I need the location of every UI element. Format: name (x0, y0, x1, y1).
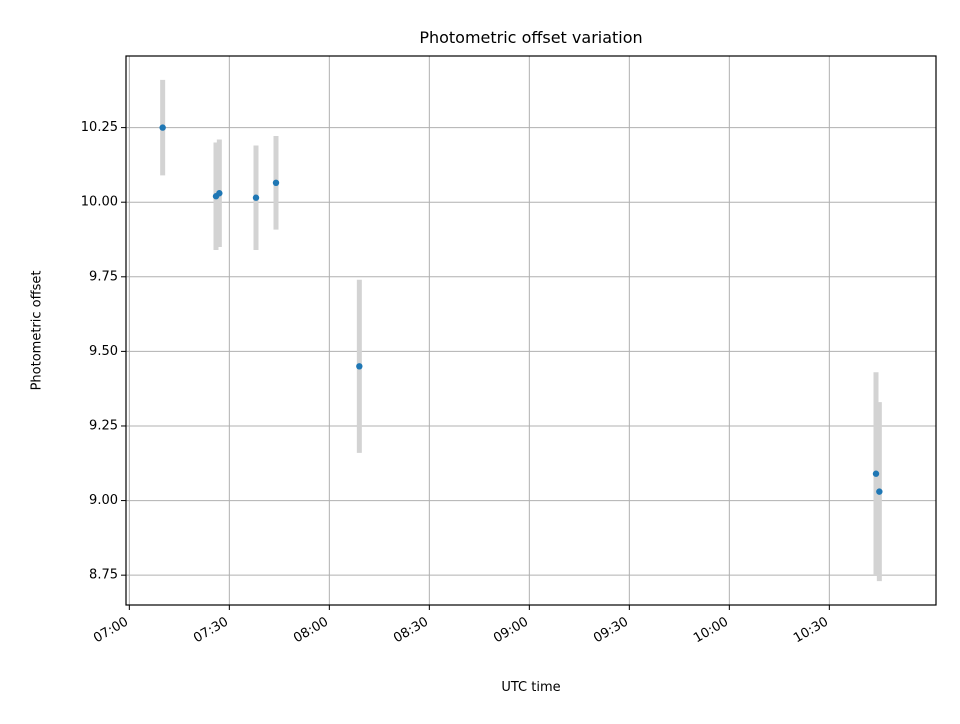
x-tick-label: 09:30 (591, 615, 631, 647)
x-tick-label: 08:30 (391, 615, 431, 647)
data-point (159, 124, 166, 131)
tick-layer: 07:00 07:30 08:00 08:30 09:00 09:30 10:00 10:30… (81, 120, 831, 646)
data-point (872, 470, 880, 477)
y-tick-label: 9.25 (89, 418, 118, 433)
x-tick-label: 08:00 (291, 615, 331, 647)
y-tick-label: 9.75 (89, 269, 118, 284)
chart-title: Photometric offset variation (419, 28, 642, 47)
data-point (272, 179, 280, 187)
grid-layer (126, 56, 936, 605)
x-tick-label: 10:30 (791, 615, 831, 647)
y-tick-label: 10.00 (81, 195, 118, 210)
plot-frame (125, 55, 937, 606)
x-tick-label: 07:30 (191, 615, 231, 647)
point-layer (159, 124, 883, 495)
data-point (876, 488, 883, 495)
x-tick-label: 07:00 (91, 615, 131, 647)
x-tick-label: 09:00 (491, 615, 531, 647)
data-point (216, 190, 223, 197)
y-tick-label: 9.50 (89, 344, 118, 359)
y-tick-label: 9.00 (89, 493, 118, 508)
x-tick-label: 10:00 (691, 615, 731, 647)
data-point (252, 194, 260, 201)
data-point (356, 363, 363, 370)
y-tick-label: 8.75 (89, 568, 118, 583)
y-axis-label: Photometric offset (30, 271, 45, 391)
errorbar-layer (160, 79, 882, 582)
x-axis-label: UTC time (501, 680, 560, 695)
y-tick-label: 10.25 (81, 120, 118, 135)
